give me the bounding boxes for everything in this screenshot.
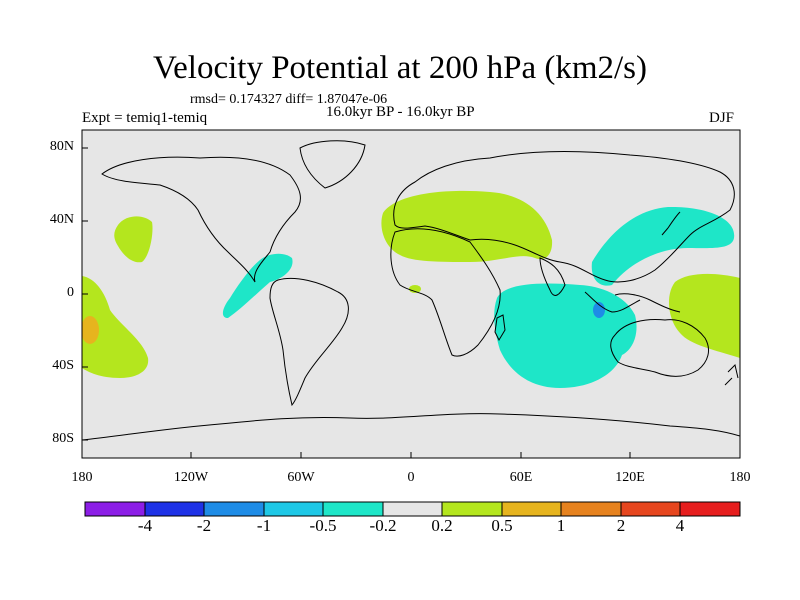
colorbar-swatch-7 [441,501,503,517]
colorbar [84,501,741,517]
coast-antarctica [82,413,740,441]
colorbar-swatch-1 [84,501,146,517]
colorbar-label-5: -0.2 [369,516,397,535]
map-background [82,130,740,458]
colorbar-swatch-8 [501,501,562,517]
coast-north-america [101,156,301,283]
coast-south-america [269,277,349,407]
coast-greenland [299,140,366,189]
lon-label-120e: 120E [615,470,645,485]
lon-label-120w: 120W [173,470,209,485]
colorbar-swatch-4 [263,501,324,517]
region-central-america [222,253,293,318]
lon-label-180e: 180 [729,470,751,485]
region-gulf-of-guinea [409,285,421,293]
region-north-africa-asia [381,190,553,262]
colorbar-swatch-9 [560,501,622,517]
lon-label-0: 0 [407,470,415,485]
season-label: DJF [709,110,735,126]
colorbar-swatch-5 [322,501,384,517]
region-maritime-continent-core [593,302,605,318]
colorbar-label-9: 2 [616,516,626,535]
lat-label-80n: 80N [49,139,74,154]
colorbar-swatch-11 [679,501,741,517]
colorbar-label-1: -4 [137,516,153,535]
stats-line: rmsd= 0.174327 diff= 1.87047e-06 [190,92,388,107]
coastlines [82,140,740,441]
coast-india [539,257,566,296]
colorbar-label-6: 0.2 [431,516,453,535]
coast-australia [610,319,709,377]
lat-label-80s: 80S [52,431,74,446]
lat-label-40s: 40S [52,358,74,373]
colorbar-swatch-6 [382,501,443,517]
map-area [82,130,740,458]
region-south-pacific-east-core [82,316,99,344]
colorbar-swatch-3 [203,501,265,517]
colorbar-swatch-10 [620,501,681,517]
lon-label-60e: 60E [509,470,533,485]
period-label: 16.0kyr BP - 16.0kyr BP [326,104,475,120]
lon-label-180w: 180 [71,470,93,485]
lat-label-40n: 40N [49,212,74,227]
axis-ticks [82,147,631,458]
region-west-pacific-south [668,273,740,358]
colorbar-label-7: 0.5 [491,516,513,535]
coast-new-zealand [724,364,739,386]
coast-europe-asia [393,151,735,283]
coast-japan [661,211,681,236]
colorbar-label-2: -2 [196,516,212,535]
colorbar-label-4: -0.5 [309,516,337,535]
lat-label-0: 0 [67,285,74,300]
colorbar-label-8: 1 [556,516,566,535]
coast-maritime-continent [584,291,681,313]
coast-madagascar [494,314,506,342]
region-east-asia-west-pacific [591,206,735,286]
lon-label-60w: 60W [287,470,315,485]
coast-africa [390,228,501,357]
experiment-label: Expt = temiq1-temiq [82,110,208,126]
colorbar-swatch-2 [144,501,205,517]
map-title: Velocity Potential at 200 hPa (km2/s) [152,50,648,86]
colorbar-label-3: -1 [256,516,272,535]
colorbar-label-10: 4 [675,516,685,535]
region-south-pacific-east [82,276,149,378]
region-north-pacific [114,216,153,263]
